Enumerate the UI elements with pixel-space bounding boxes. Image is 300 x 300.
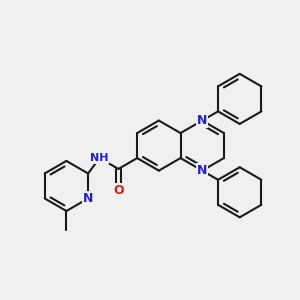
- Text: N: N: [197, 114, 207, 127]
- Text: O: O: [113, 184, 124, 197]
- Text: NH: NH: [90, 153, 109, 163]
- Text: N: N: [197, 164, 207, 177]
- Text: N: N: [83, 192, 93, 205]
